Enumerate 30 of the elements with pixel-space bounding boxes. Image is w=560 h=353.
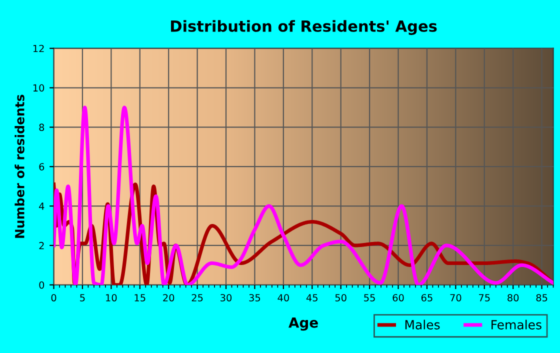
x-tick-label: 85 bbox=[536, 294, 548, 302]
x-tick-label: 0 bbox=[51, 294, 56, 302]
y-axis-title: Number of residents bbox=[14, 94, 24, 238]
x-tick-label: 70 bbox=[450, 294, 462, 302]
x-tick-label: 40 bbox=[278, 294, 289, 302]
x-tick-label: 5 bbox=[80, 294, 85, 302]
x-tick-label: 45 bbox=[306, 294, 318, 302]
x-axis-title: Age bbox=[288, 318, 318, 331]
x-tick-label: 65 bbox=[421, 294, 432, 302]
y-tick-label: 6 bbox=[39, 163, 44, 170]
x-tick-label: 20 bbox=[163, 294, 174, 302]
x-tick-label: 25 bbox=[192, 294, 203, 302]
x-tick-label: 50 bbox=[335, 294, 346, 302]
x-tick-label: 15 bbox=[134, 294, 146, 302]
y-tick-label: 4 bbox=[39, 202, 44, 210]
x-tick-label: 80 bbox=[508, 294, 519, 302]
x-tick-label: 30 bbox=[220, 294, 232, 302]
x-tick-label: 60 bbox=[392, 294, 404, 302]
x-tick-label: 75 bbox=[478, 294, 490, 302]
y-tick-label: 8 bbox=[39, 124, 44, 132]
y-tick-label: 0 bbox=[39, 281, 44, 289]
y-tick-label: 12 bbox=[33, 44, 44, 52]
chart-title: Distribution of Residents' Ages bbox=[171, 20, 437, 35]
x-tick-label: 10 bbox=[106, 294, 117, 302]
y-tick-label: 2 bbox=[39, 242, 44, 250]
legend-label: Males bbox=[405, 320, 440, 330]
x-tick-label: 55 bbox=[364, 294, 375, 302]
legend-label: Females bbox=[492, 320, 542, 330]
y-tick-label: 10 bbox=[33, 84, 44, 92]
x-tick-label: 35 bbox=[249, 294, 260, 302]
